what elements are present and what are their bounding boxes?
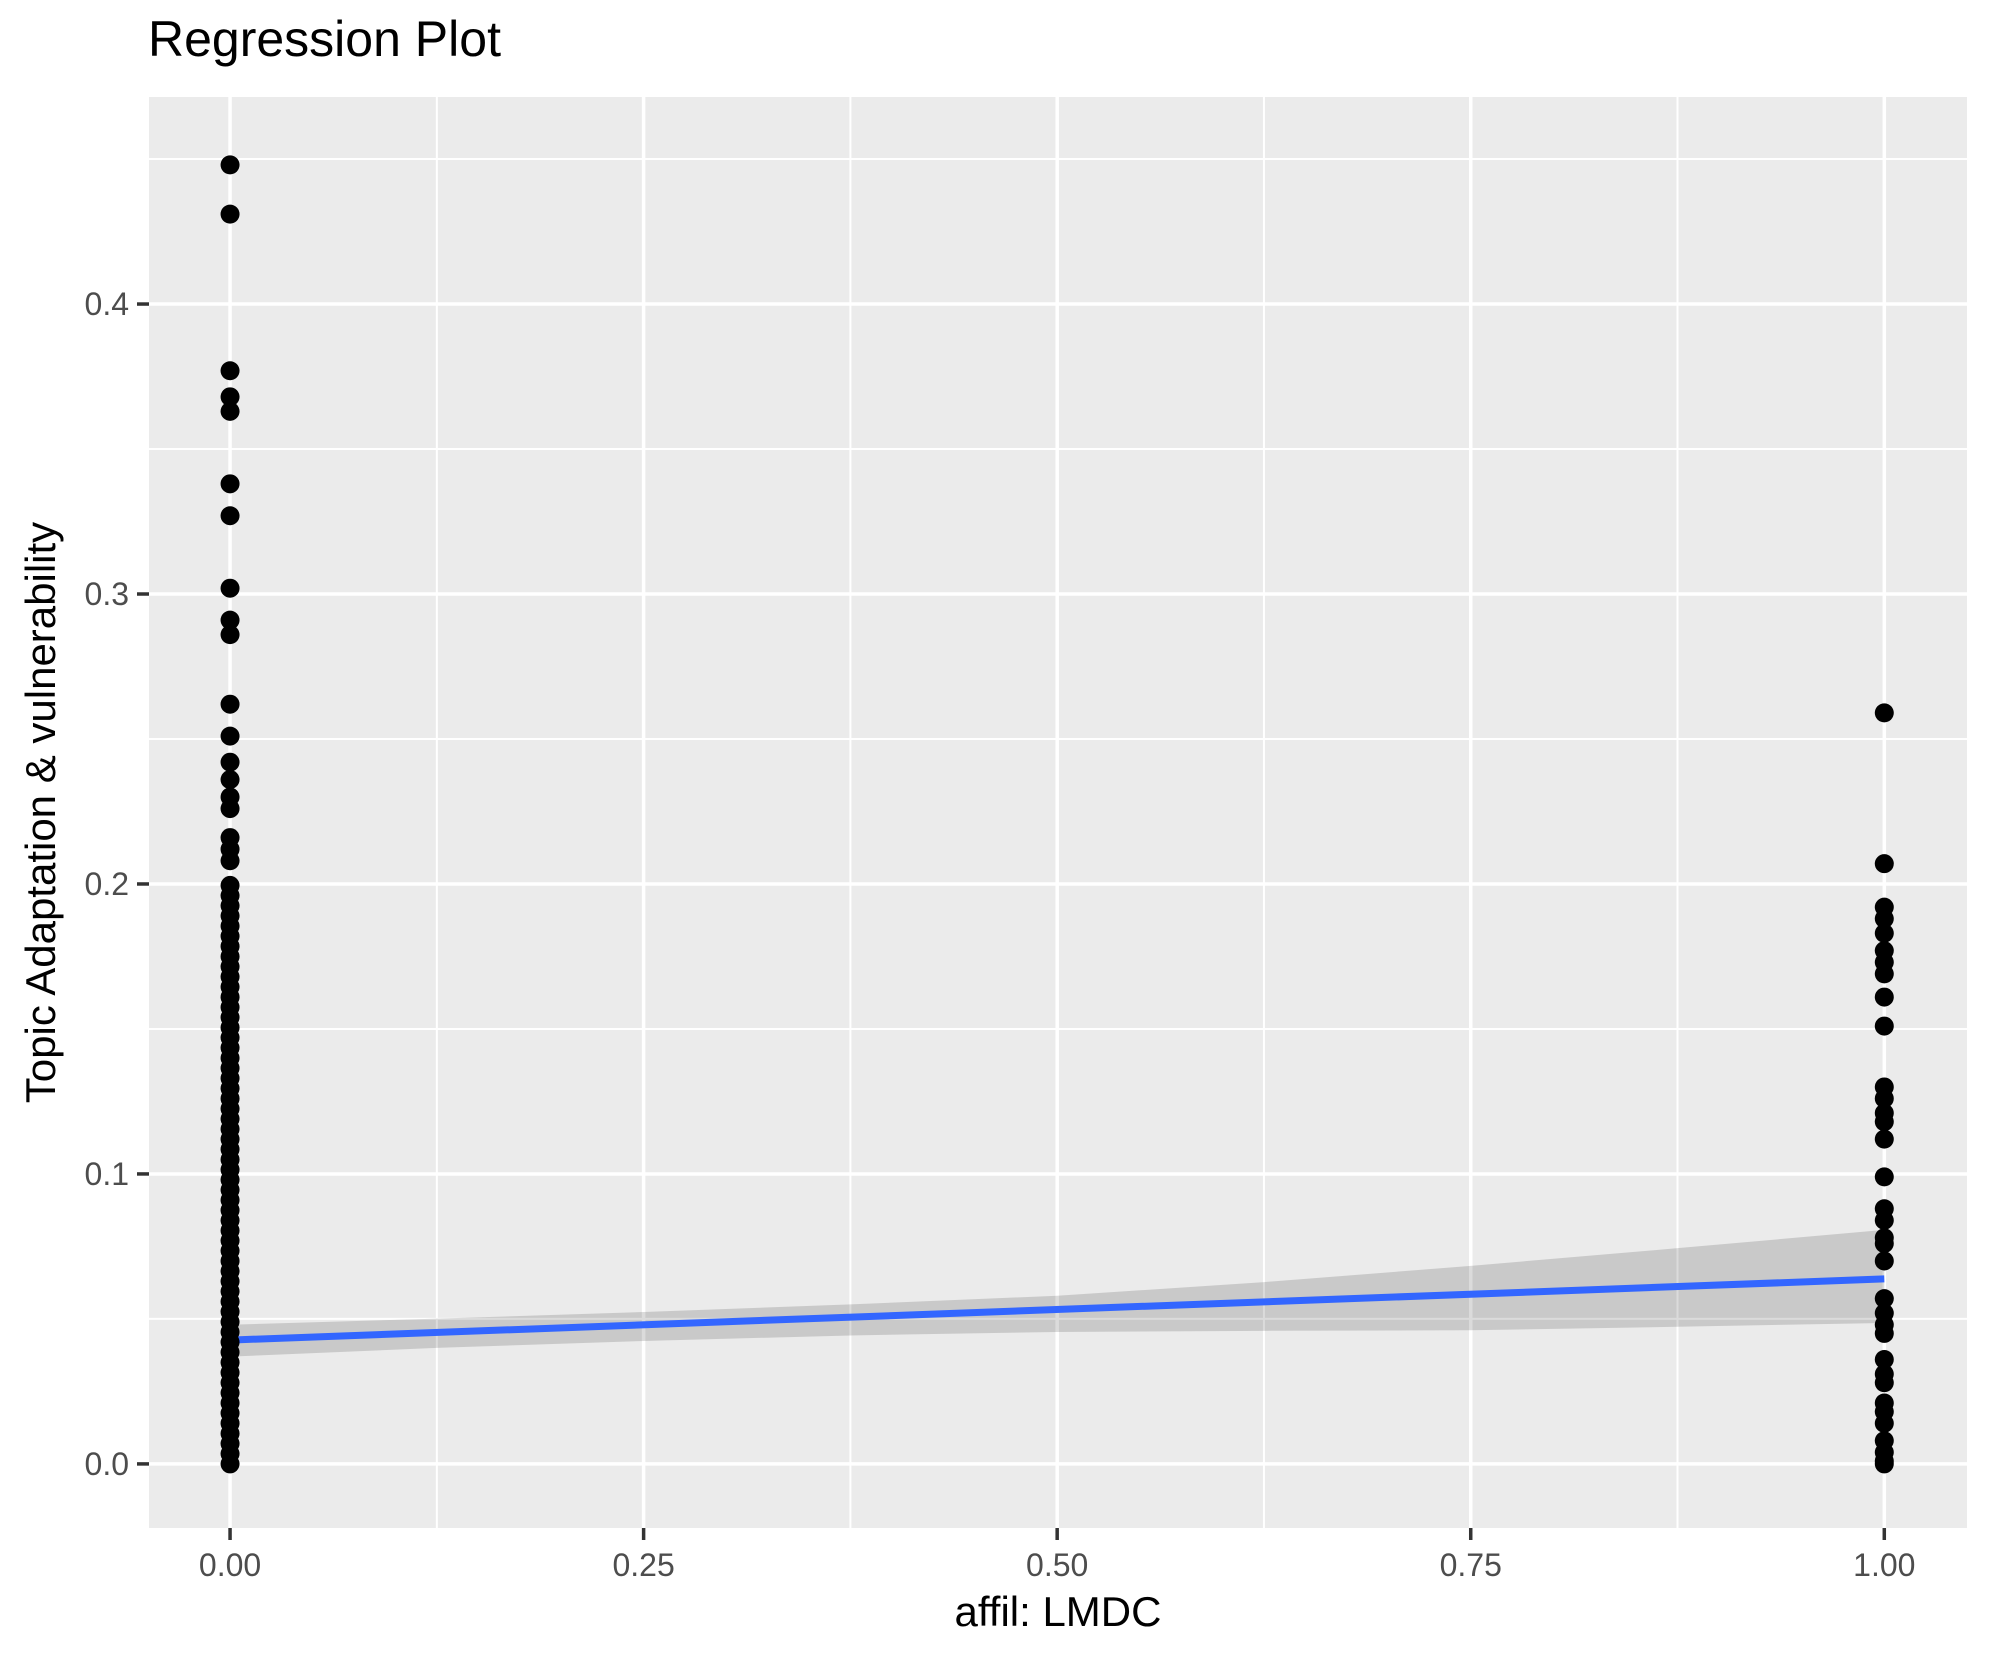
data-point [220, 155, 240, 175]
data-point [220, 851, 240, 871]
y-axis-tick-label: 0.4 [85, 286, 129, 322]
data-point [1874, 987, 1894, 1007]
data-point [1874, 1112, 1894, 1132]
data-point [1874, 1016, 1894, 1036]
data-point [1874, 854, 1894, 874]
data-point [220, 799, 240, 819]
plot-title: Regression Plot [148, 11, 501, 67]
x-axis-title: affil: LMDC [954, 1588, 1162, 1635]
data-point [1874, 703, 1894, 723]
data-point [220, 387, 240, 407]
data-point [1874, 1413, 1894, 1433]
regression-line [229, 1275, 1885, 1344]
data-point [1874, 1373, 1894, 1393]
data-point [1874, 1350, 1894, 1370]
data-point [220, 1454, 240, 1474]
y-axis-tick-label: 0.1 [85, 1156, 129, 1192]
y-axis-tick-label: 0.0 [85, 1446, 129, 1482]
data-point [1874, 923, 1894, 943]
data-point [1874, 1454, 1894, 1474]
data-point [220, 474, 240, 494]
data-point [1874, 1289, 1894, 1309]
data-point [1874, 964, 1894, 984]
data-point [1874, 1323, 1894, 1343]
x-axis-tick-label: 0.75 [1440, 1547, 1502, 1583]
data-point [1874, 1129, 1894, 1149]
x-axis-tick-label: 0.50 [1026, 1547, 1088, 1583]
data-point [1874, 1089, 1894, 1109]
y-axis-title: Topic Adaptation & vulnerability [17, 521, 64, 1104]
data-point [1874, 1167, 1894, 1187]
data-point [220, 361, 240, 381]
data-point [220, 770, 240, 790]
data-point [220, 726, 240, 746]
data-point [1874, 1234, 1894, 1254]
data-point [1874, 909, 1894, 929]
data-point [220, 752, 240, 772]
data-point [1874, 1210, 1894, 1230]
data-point [220, 625, 240, 645]
data-point [220, 578, 240, 598]
data-point [220, 694, 240, 714]
data-point [1874, 1251, 1894, 1271]
x-axis-tick-label: 0.00 [199, 1547, 261, 1583]
data-point [220, 610, 240, 630]
y-axis-tick-label: 0.3 [85, 576, 129, 612]
data-point [220, 506, 240, 526]
data-point [220, 401, 240, 421]
x-axis-tick-label: 1.00 [1853, 1547, 1915, 1583]
data-point [220, 204, 240, 224]
y-axis-tick-label: 0.2 [85, 866, 129, 902]
x-axis-tick-label: 0.25 [612, 1547, 674, 1583]
